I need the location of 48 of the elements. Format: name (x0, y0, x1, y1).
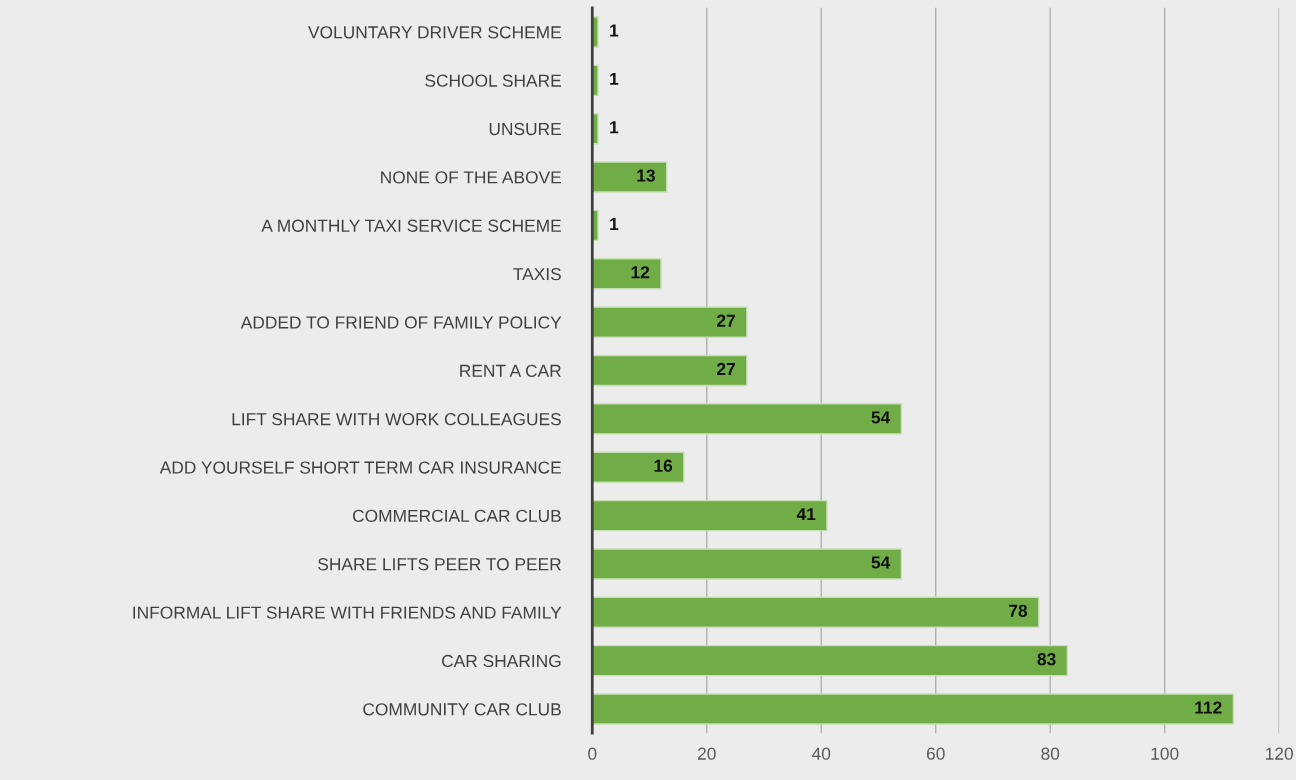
data-label: 1 (610, 121, 619, 134)
data-label: 83 (1037, 653, 1056, 666)
x-tick-label: 0 (588, 747, 597, 760)
data-label: 78 (1009, 604, 1028, 617)
bar (592, 403, 903, 435)
y-tick-label: ADDED TO FRIEND OF FAMILY POLICY (240, 316, 562, 329)
data-label: 1 (610, 217, 619, 230)
bar (592, 258, 662, 290)
data-label: 27 (717, 314, 735, 327)
data-label: 1 (610, 24, 619, 37)
y-tick-label: VOLUNTARY DRIVER SCHEME (308, 26, 561, 39)
data-label: 54 (871, 411, 891, 424)
bar (592, 548, 903, 580)
data-label: 16 (654, 459, 673, 472)
data-label: 112 (1195, 701, 1222, 714)
y-tick-label: INFORMAL LIFT SHARE WITH FRIENDS AND FAMILY (133, 606, 562, 619)
x-tick-label: 40 (811, 747, 831, 760)
data-label: 54 (871, 556, 891, 569)
bar (592, 499, 828, 532)
data-label: 41 (796, 508, 816, 521)
y-tick-label: COMMERCIAL CAR CLUB (352, 509, 561, 523)
y-tick-label: A MONTHLY TAXI SERVICE SCHEME (261, 219, 561, 232)
y-tick-label: COMMUNITY CAR CLUB (363, 703, 561, 716)
y-tick-label: RENT A CAR (460, 364, 561, 377)
x-tick-label: 100 (1151, 747, 1179, 760)
y-tick-label: ADD YOURSELF SHORT TERM CAR INSURANCE (159, 461, 561, 474)
y-tick-label: SHARE LIFTS PEER TO PEER (318, 558, 561, 571)
y-tick-label: LIFT SHARE WITH WORK COLLEAGUES (232, 413, 561, 426)
bar (592, 161, 668, 193)
y-tick-label: CAR SHARING (442, 654, 561, 668)
bar (592, 596, 1040, 628)
y-tick-label: NONE OF THE ABOVE (381, 171, 561, 184)
y-tick-label: UNSURE (489, 122, 561, 136)
bar (592, 306, 748, 338)
x-tick-label: 60 (926, 747, 945, 760)
x-tick-label: 20 (697, 747, 716, 760)
data-label: 13 (637, 169, 655, 182)
y-tick-label: TAXIS (513, 267, 561, 281)
x-tick-label: 120 (1265, 747, 1293, 760)
bar (592, 354, 748, 387)
bar (592, 693, 1235, 725)
data-label: 12 (631, 266, 650, 279)
data-label: 1 (610, 72, 619, 85)
bar (592, 451, 685, 483)
x-tick-label: 80 (1041, 747, 1060, 760)
y-tick-label: SCHOOL SHARE (425, 74, 561, 87)
data-label: 27 (717, 362, 735, 375)
bar (592, 644, 1069, 677)
